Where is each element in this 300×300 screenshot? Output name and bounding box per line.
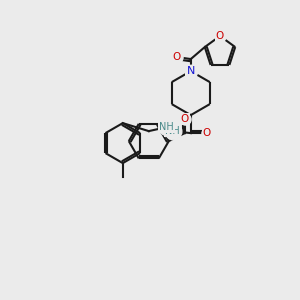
Text: N: N [187, 66, 195, 76]
Text: NH: NH [165, 126, 180, 136]
Text: O: O [181, 114, 189, 124]
Text: NH: NH [159, 122, 174, 132]
Text: O: O [173, 52, 181, 62]
Text: O: O [203, 128, 211, 138]
Text: O: O [216, 31, 224, 41]
